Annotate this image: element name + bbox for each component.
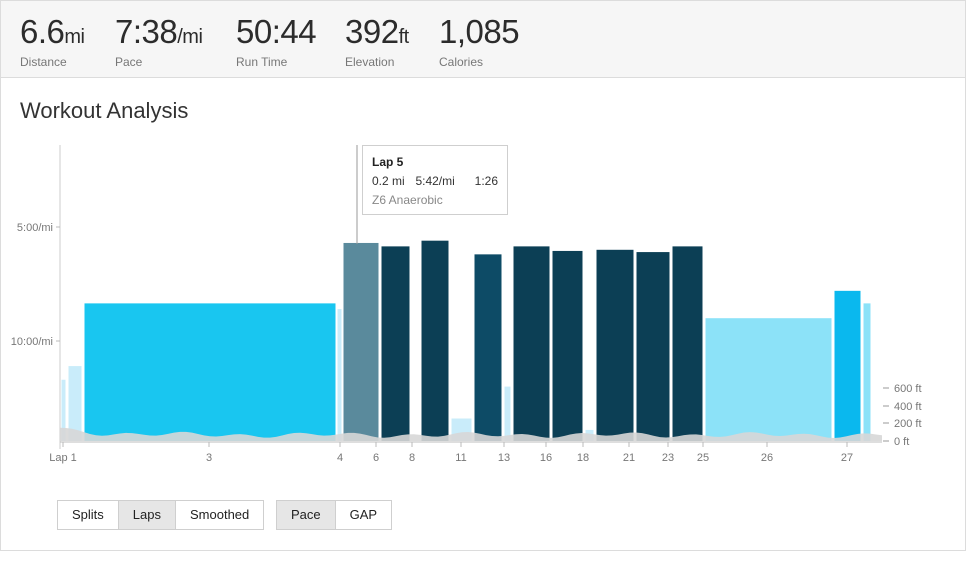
- elevation-tick-label: 400 ft: [894, 401, 922, 413]
- lap-bar: [344, 243, 379, 441]
- tooltip-title: Lap 5: [372, 155, 498, 169]
- lap-bar: [382, 246, 410, 441]
- y-tick-label: 5:00/mi: [17, 222, 53, 234]
- x-tick-label: 25: [697, 452, 709, 464]
- tooltip-zone: Z6 Anaerobic: [372, 193, 498, 207]
- lap-bar: [553, 251, 583, 441]
- lap-bar: [673, 246, 703, 441]
- elevation-tick-label: 0 ft: [894, 436, 909, 448]
- lap-bar: [864, 303, 871, 441]
- x-tick-label: 23: [662, 452, 674, 464]
- lap-tooltip: Lap 5 0.2 mi 5:42/mi 1:26 Z6 Anaerobic: [362, 145, 508, 215]
- lap-bar: [597, 250, 634, 441]
- x-tick-label: 27: [841, 452, 853, 464]
- metric-toggle-group: Pace GAP: [277, 500, 392, 530]
- x-tick-label: 16: [540, 452, 552, 464]
- lap-bar: [85, 303, 336, 441]
- x-tick-label: 11: [455, 452, 466, 464]
- y-tick-label: 10:00/mi: [11, 336, 53, 348]
- laps-button[interactable]: Laps: [118, 500, 176, 530]
- elevation-tick-label: 200 ft: [894, 418, 922, 430]
- pace-button[interactable]: Pace: [276, 500, 336, 530]
- lap-bar: [706, 318, 832, 441]
- elevation-tick-label: 600 ft: [894, 383, 922, 395]
- tooltip-time: 1:26: [475, 174, 498, 188]
- tooltip-pace: 5:42/mi: [405, 174, 474, 188]
- x-tick-label: 26: [761, 452, 773, 464]
- x-tick-label: 13: [498, 452, 510, 464]
- x-tick-label: 3: [206, 452, 212, 464]
- lap-bar: [338, 309, 342, 441]
- gap-button[interactable]: GAP: [335, 500, 392, 530]
- view-toggle-group: Splits Laps Smoothed: [58, 500, 264, 530]
- lap-bar: [637, 252, 670, 441]
- smoothed-button[interactable]: Smoothed: [175, 500, 264, 530]
- lap-bar: [514, 246, 550, 441]
- lap-bar: [505, 387, 511, 441]
- splits-button[interactable]: Splits: [57, 500, 119, 530]
- x-tick-label: 21: [623, 452, 635, 464]
- x-tick-label: 6: [373, 452, 379, 464]
- x-tick-label: 8: [409, 452, 415, 464]
- tooltip-distance: 0.2 mi: [372, 174, 405, 188]
- x-tick-label: Lap 1: [49, 452, 77, 464]
- x-tick-label: 4: [337, 452, 343, 464]
- lap-bar: [422, 241, 449, 441]
- x-tick-label: 18: [577, 452, 589, 464]
- lap-bar: [835, 291, 861, 441]
- lap-bar: [475, 254, 502, 441]
